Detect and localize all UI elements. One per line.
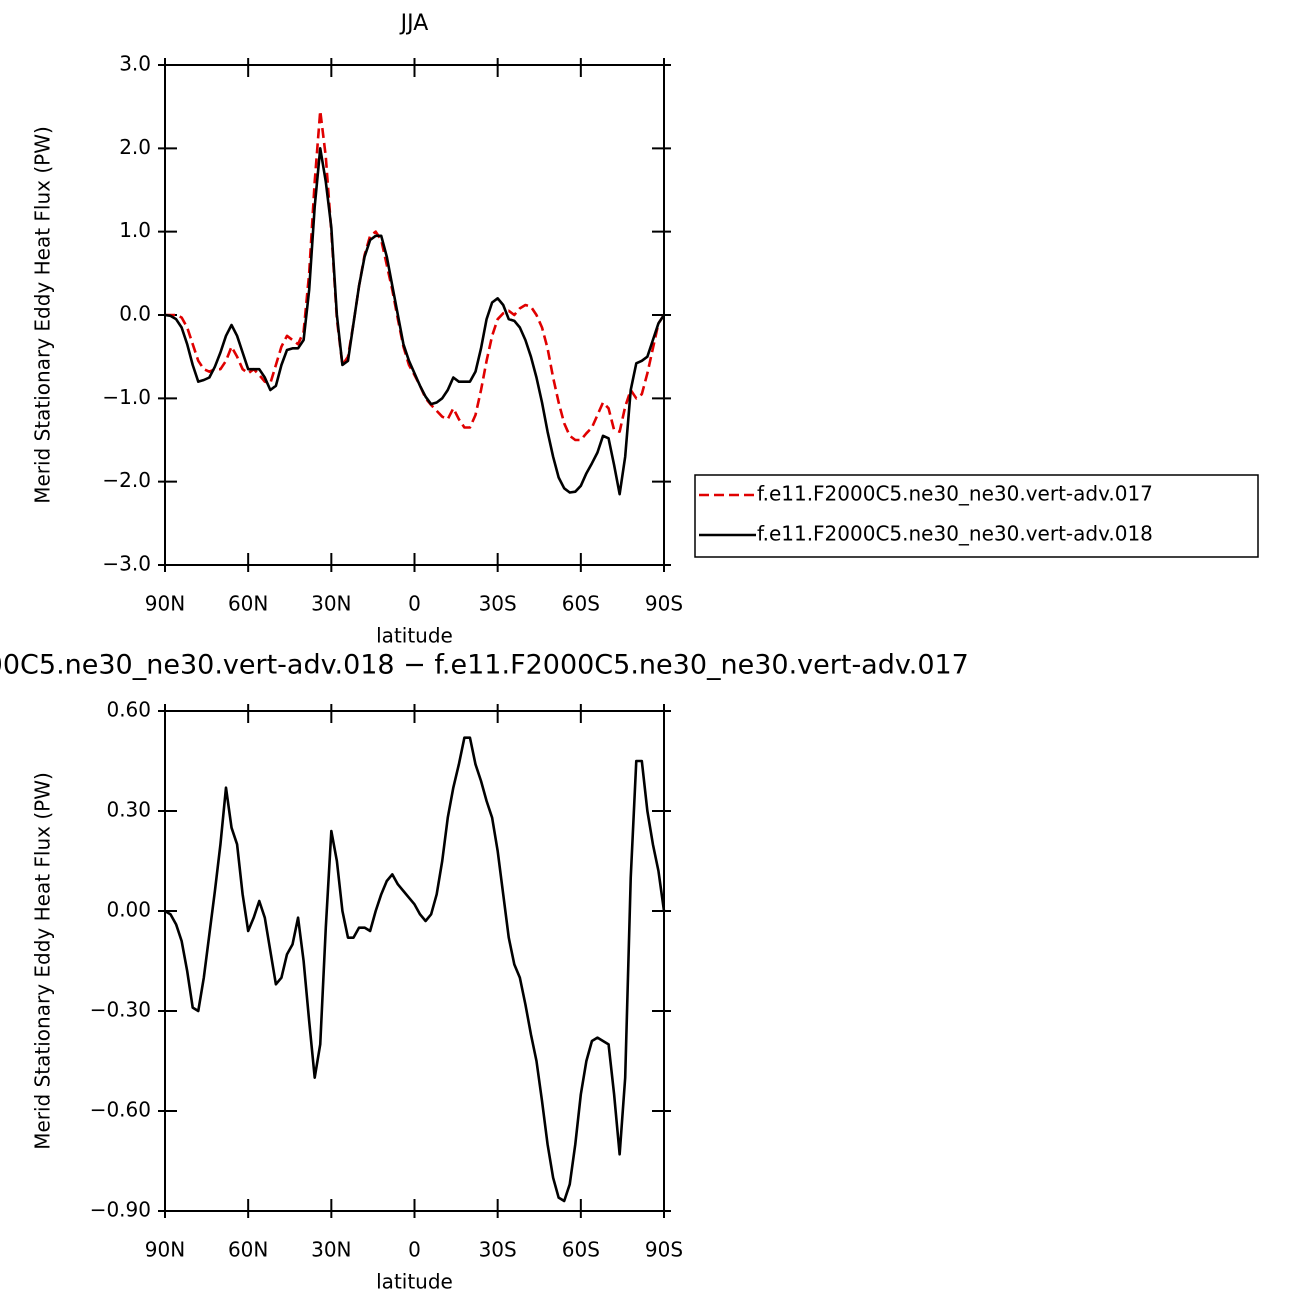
- x-tick-label: 60S: [562, 592, 600, 616]
- x-tick-label: 90N: [145, 592, 185, 616]
- legend-box: [694, 474, 1259, 558]
- y-tick-label: −0.30: [90, 998, 151, 1022]
- y-tick-label: −0.90: [90, 1198, 151, 1222]
- y-tick-label: 0.60: [106, 698, 151, 722]
- y-axis-label: Merid Stationary Eddy Heat Flux (PW): [31, 772, 55, 1150]
- y-tick-label: 0.0: [119, 302, 151, 326]
- chart-title: JJA: [399, 11, 429, 36]
- x-tick-label: 30S: [479, 1238, 517, 1262]
- y-tick-label: −0.60: [90, 1098, 151, 1122]
- y-tick-label: 2.0: [119, 135, 151, 159]
- x-tick-label: 30N: [311, 1238, 351, 1262]
- data-line: [164, 147, 666, 496]
- x-tick-label: 30S: [479, 592, 517, 616]
- y-tick-label: −3.0: [102, 552, 151, 576]
- plot-frame: [164, 710, 665, 1212]
- data-line: [165, 109, 666, 442]
- y-tick-label: −1.0: [102, 385, 151, 409]
- data-line: [164, 736, 666, 1203]
- x-tick-label: 30N: [311, 592, 351, 616]
- x-tick-label: 90S: [645, 1238, 683, 1262]
- y-tick-label: 3.0: [119, 52, 151, 76]
- y-tick-label: −2.0: [102, 468, 151, 492]
- legend-label: f.e11.F2000C5.ne30_ne30.vert-adv.018: [757, 522, 1153, 546]
- x-axis-label: latitude: [376, 624, 453, 648]
- x-axis-label: latitude: [376, 1270, 453, 1294]
- x-tick-label: 60N: [228, 1238, 268, 1262]
- x-tick-label: 0: [408, 1238, 421, 1262]
- x-tick-label: 0: [408, 592, 421, 616]
- y-tick-label: 0.30: [106, 798, 151, 822]
- legend-label: f.e11.F2000C5.ne30_ne30.vert-adv.017: [757, 482, 1153, 506]
- y-axis-label: Merid Stationary Eddy Heat Flux (PW): [31, 126, 55, 504]
- plot-frame: [164, 64, 665, 566]
- chart-title: f.e11.F2000C5.ne30_ne30.vert-adv.018 − f…: [0, 650, 969, 681]
- x-tick-label: 90N: [145, 1238, 185, 1262]
- x-tick-label: 60S: [562, 1238, 600, 1262]
- y-tick-label: 0.00: [106, 898, 151, 922]
- x-tick-label: 60N: [228, 592, 268, 616]
- x-tick-label: 90S: [645, 592, 683, 616]
- y-tick-label: 1.0: [119, 218, 151, 242]
